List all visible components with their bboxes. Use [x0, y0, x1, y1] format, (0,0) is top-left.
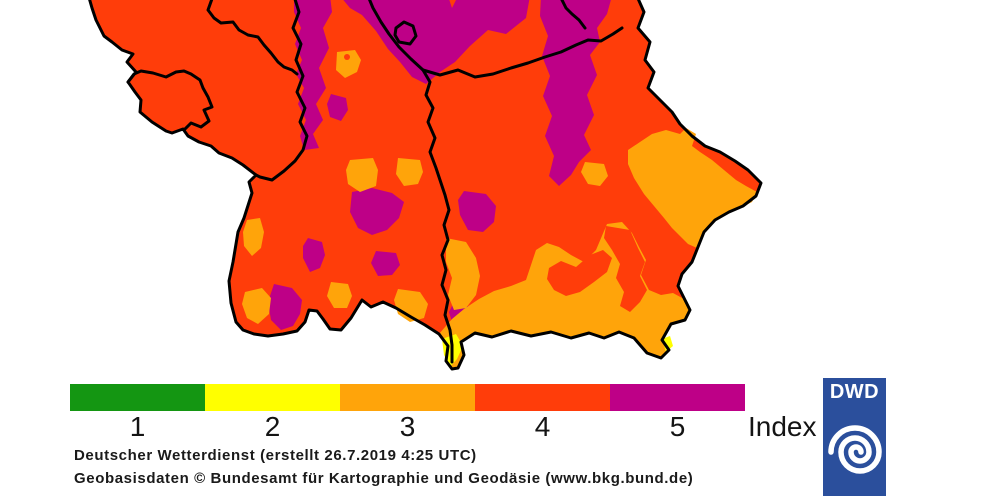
map-regions-uv5	[268, 0, 611, 330]
footer-geodata-line: Geobasisdaten © Bundesamt für Kartograph…	[74, 470, 694, 487]
legend-segment-5	[610, 384, 745, 411]
legend-axis-label: Index	[748, 411, 817, 442]
dwd-logo: DWD	[823, 378, 886, 496]
legend-segment-4	[475, 384, 610, 411]
legend-value-4: 4	[534, 411, 551, 442]
map-regions-uv4-intrusions	[344, 54, 647, 312]
dwd-logo-text: DWD	[829, 381, 880, 403]
legend-value-2: 2	[264, 411, 281, 442]
legend-value-1: 1	[129, 411, 146, 442]
legend-segment-3	[340, 384, 475, 411]
footer-source-line: Deutscher Wetterdienst (erstellt 26.7.20…	[74, 447, 477, 464]
legend-value-5: 5	[669, 411, 686, 442]
dwd-spiral-icon	[828, 425, 882, 474]
map-borders	[88, 0, 763, 371]
legend-segment-1	[70, 384, 205, 411]
legend-value-3: 3	[399, 411, 416, 442]
legend-segment-2	[205, 384, 340, 411]
